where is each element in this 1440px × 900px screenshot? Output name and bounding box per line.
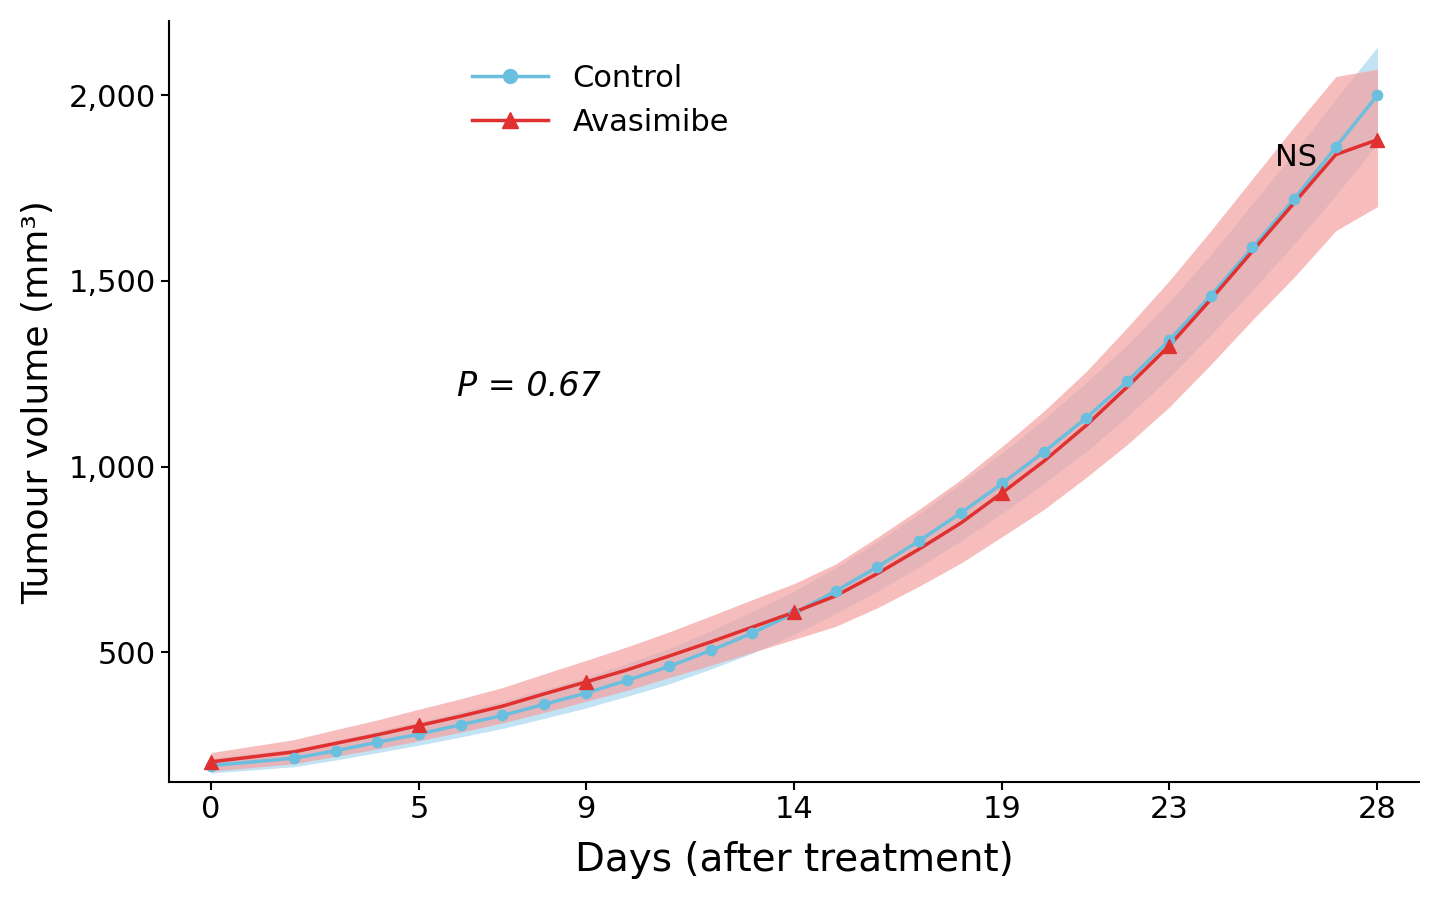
Point [491, 708, 514, 723]
Point [1158, 338, 1181, 353]
Point [1325, 140, 1348, 154]
Point [575, 675, 598, 689]
Y-axis label: Tumour volume (mm³): Tumour volume (mm³) [20, 200, 55, 604]
Text: NS: NS [1276, 143, 1318, 173]
Text: P = 0.67: P = 0.67 [456, 370, 600, 403]
Point [282, 751, 305, 765]
Point [1283, 192, 1306, 206]
Point [575, 686, 598, 700]
Point [199, 759, 222, 773]
X-axis label: Days (after treatment): Days (after treatment) [575, 842, 1014, 879]
Point [907, 534, 930, 548]
Point [449, 717, 472, 732]
Point [1116, 374, 1139, 388]
Point [1074, 411, 1097, 426]
Point [1367, 132, 1390, 147]
Point [1367, 88, 1390, 103]
Point [991, 485, 1014, 500]
Point [324, 743, 347, 758]
Point [408, 727, 431, 742]
Point [1200, 289, 1223, 303]
Point [991, 476, 1014, 491]
Point [408, 718, 431, 733]
Legend: Control, Avasimibe: Control, Avasimibe [459, 51, 742, 149]
Point [700, 644, 723, 658]
Point [949, 506, 972, 520]
Point [658, 659, 681, 673]
Point [783, 605, 806, 619]
Point [1241, 240, 1264, 255]
Point [783, 606, 806, 620]
Point [533, 698, 556, 712]
Point [199, 755, 222, 770]
Point [865, 560, 888, 574]
Point [742, 626, 765, 640]
Point [366, 735, 389, 750]
Point [1032, 445, 1056, 459]
Point [1158, 333, 1181, 347]
Point [824, 584, 847, 598]
Point [616, 673, 639, 688]
